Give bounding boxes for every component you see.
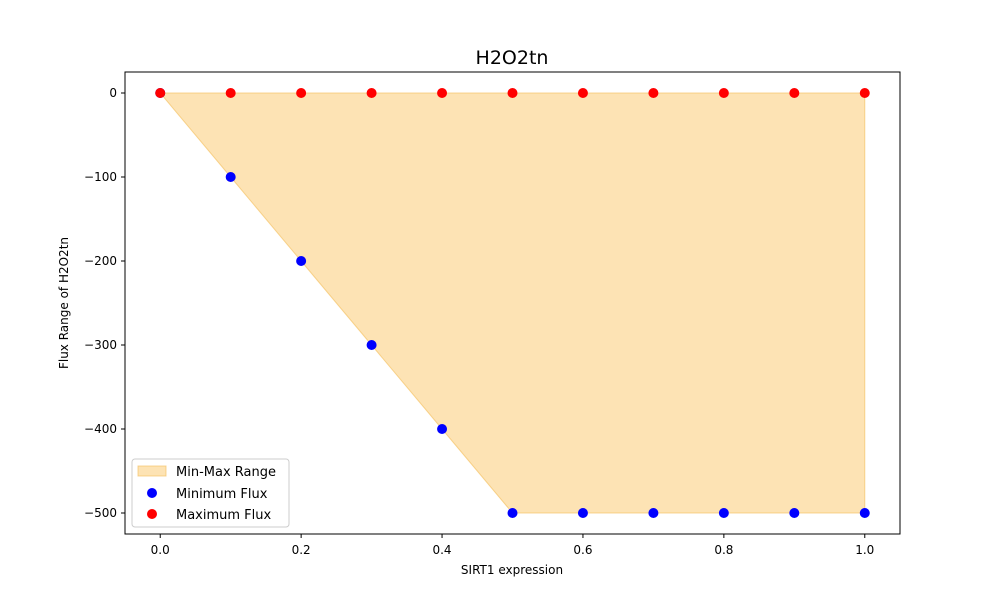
minimum-flux-point	[366, 340, 377, 350]
maximum-flux-point	[577, 88, 588, 98]
maximum-flux-point	[155, 88, 166, 98]
minimum-flux-point	[648, 508, 659, 518]
maximum-flux-point	[296, 88, 307, 98]
x-tick-label: 0.4	[432, 543, 451, 557]
chart-title: H2O2tn	[476, 47, 549, 69]
legend: Min-Max Range Minimum Flux Maximum Flux	[131, 458, 290, 528]
x-tick-label: 0.8	[714, 543, 733, 557]
y-tick-label: −300	[84, 338, 117, 352]
minimum-flux-point	[718, 508, 729, 518]
x-axis-label: SIRT1 expression	[461, 563, 563, 577]
x-tick-label: 1.0	[855, 543, 874, 557]
min-max-range-area	[159, 92, 866, 514]
y-tick-label: −200	[84, 254, 117, 268]
minimum-flux-point	[789, 508, 800, 518]
points-layer	[155, 88, 870, 518]
legend-label-min-max-range: Min-Max Range	[176, 465, 276, 480]
y-axis-label: Flux Range of H2O2tn	[57, 237, 71, 369]
minimum-flux-point	[225, 172, 236, 182]
x-tick-label: 0.6	[573, 543, 592, 557]
maximum-flux-point	[718, 88, 729, 98]
maximum-flux-point	[507, 88, 518, 98]
maximum-flux-point	[225, 88, 236, 98]
y-tick-label: 0	[109, 86, 117, 100]
x-axis: 0.0 0.2 0.4 0.6 0.8 1.0	[151, 534, 874, 557]
y-tick-label: −400	[84, 422, 117, 436]
plot-frame	[124, 71, 901, 535]
minimum-flux-point	[577, 508, 588, 518]
maximum-flux-point	[859, 88, 870, 98]
legend-label-maximum-flux: Maximum Flux	[176, 508, 272, 523]
x-tick-label: 0.2	[292, 543, 311, 557]
minimum-flux-point	[507, 508, 518, 518]
y-axis: 0 −100 −200 −300 −400 −500	[84, 86, 125, 520]
legend-swatch-min-max-range	[137, 465, 167, 477]
maximum-flux-point	[437, 88, 448, 98]
x-tick-label: 0.0	[151, 543, 170, 557]
maximum-flux-point	[789, 88, 800, 98]
legend-marker-minimum-flux	[147, 488, 157, 498]
minimum-flux-point	[437, 424, 448, 434]
fill-layer	[159, 92, 866, 514]
minimum-flux-point	[859, 508, 870, 518]
legend-frame	[131, 458, 290, 528]
plot-area	[124, 71, 901, 535]
maximum-flux-point	[648, 88, 659, 98]
legend-marker-maximum-flux	[147, 509, 157, 519]
maximum-flux-point	[366, 88, 377, 98]
y-tick-label: −500	[84, 506, 117, 520]
legend-label-minimum-flux: Minimum Flux	[176, 487, 268, 502]
minimum-flux-point	[296, 256, 307, 266]
y-tick-label: −100	[84, 170, 117, 184]
